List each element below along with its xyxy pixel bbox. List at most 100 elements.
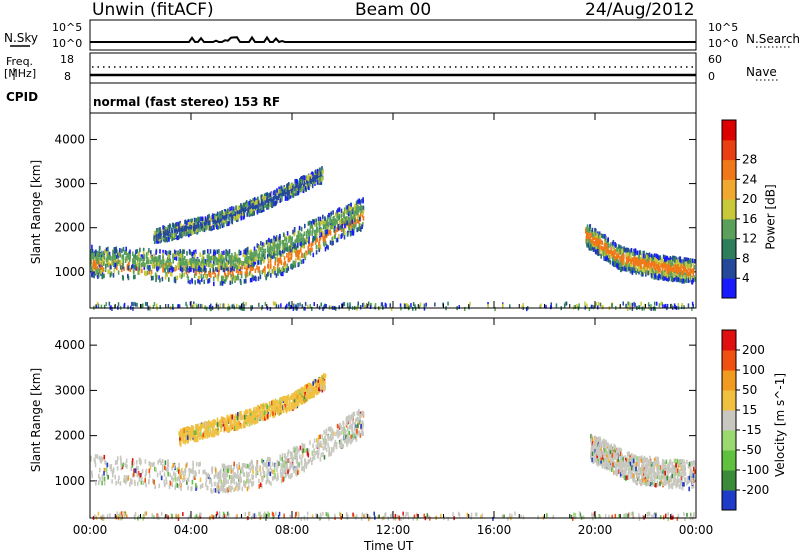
power-ground-scatter — [349, 304, 351, 309]
power-ground-scatter — [633, 304, 635, 309]
power-echo — [194, 252, 196, 257]
power-echo — [220, 214, 222, 219]
power-echo — [322, 236, 325, 241]
power-echo — [271, 246, 273, 251]
power-echo — [203, 217, 205, 223]
velocity-echo — [230, 465, 232, 470]
power-echo — [640, 260, 642, 266]
power-echo — [186, 273, 189, 279]
power-echo — [208, 226, 211, 231]
velocity-echo — [211, 467, 213, 472]
power-echo — [291, 236, 293, 241]
power-echo — [192, 263, 194, 268]
power-echo — [265, 240, 268, 245]
power-echo — [234, 263, 236, 268]
velocity-echo — [349, 419, 351, 425]
power-echo — [107, 269, 109, 275]
velocity-echo — [205, 482, 207, 487]
power-echo — [181, 227, 183, 233]
power-echo — [205, 275, 208, 280]
power-echo — [260, 208, 263, 213]
power-echo — [105, 251, 108, 256]
power-echo — [306, 250, 308, 256]
power-ground-scatter — [290, 305, 292, 310]
power-ground-scatter — [193, 303, 195, 308]
power-ground-scatter — [369, 305, 372, 310]
power-echo — [291, 242, 294, 248]
power-echo — [180, 262, 183, 268]
power-ground-scatter — [210, 303, 212, 308]
power-echo — [343, 212, 345, 217]
power-ground-scatter — [231, 304, 233, 309]
velocity-echo — [141, 476, 143, 482]
velocity-echo — [208, 479, 211, 484]
power-echo — [245, 267, 248, 273]
power-echo — [301, 185, 303, 190]
velocity-ground-scatter — [322, 511, 324, 516]
power-echo — [181, 268, 183, 273]
power-ground-scatter — [185, 301, 187, 306]
velocity-echo — [100, 458, 102, 463]
velocity-echo — [150, 462, 152, 467]
velocity-ground-scatter — [272, 512, 275, 517]
power-echo — [114, 260, 117, 265]
power-echo — [304, 255, 307, 261]
velocity-ground-scatter — [171, 513, 173, 518]
power-echo — [269, 192, 272, 197]
velocity-echo — [174, 477, 177, 482]
velocity-echo — [236, 464, 238, 469]
power-echo — [686, 264, 688, 269]
power-echo — [230, 276, 233, 282]
power-echo — [215, 256, 217, 262]
power-echo — [186, 231, 188, 237]
velocity-echo — [224, 488, 226, 493]
power-echo — [269, 202, 272, 208]
power-echo — [311, 241, 314, 246]
power-echo — [151, 256, 154, 261]
power-echo — [226, 210, 228, 216]
power-echo — [285, 187, 287, 193]
nsearch-label: N.Search — [746, 32, 800, 46]
power-echo — [256, 243, 259, 248]
power-echo — [180, 274, 183, 280]
power-ground-scatter — [96, 301, 99, 306]
power-echo — [328, 212, 330, 218]
power-echo — [335, 238, 338, 243]
power-echo — [314, 235, 316, 241]
velocity-echo — [342, 421, 345, 426]
power-echo — [236, 253, 239, 259]
nsky-strip-frame — [89, 19, 697, 51]
power-echo — [269, 264, 272, 270]
power-echo — [178, 256, 180, 262]
power-echo — [191, 279, 193, 284]
power-echo — [332, 240, 334, 246]
power-echo — [650, 273, 653, 278]
velocity-echo — [246, 474, 248, 479]
velocity-echo — [298, 447, 300, 453]
power-echo — [295, 191, 297, 196]
power-ground-scatter — [245, 302, 247, 306]
power-echo — [315, 175, 318, 180]
power-echo — [589, 226, 591, 232]
velocity-echo — [319, 434, 321, 439]
velocity-echo — [125, 477, 128, 483]
velocity-echo — [279, 469, 282, 474]
velocity-echo — [134, 481, 136, 486]
power-echo — [596, 242, 598, 247]
power-echo — [168, 237, 170, 242]
power-echo — [297, 230, 300, 236]
power-echo — [184, 263, 186, 269]
velocity-ground-scatter — [665, 513, 667, 518]
power-echo — [98, 263, 101, 268]
power-echo — [245, 278, 247, 284]
velocity-echo — [176, 477, 179, 482]
power-echo — [155, 228, 158, 233]
power-echo — [359, 226, 361, 231]
velocity-ground-scatter — [655, 513, 657, 518]
power-echo — [645, 270, 647, 275]
power-echo — [204, 268, 207, 273]
power-echo — [327, 214, 329, 220]
power-echo — [268, 268, 271, 274]
power-ground-scatter — [628, 302, 631, 307]
power-echo — [145, 271, 148, 276]
